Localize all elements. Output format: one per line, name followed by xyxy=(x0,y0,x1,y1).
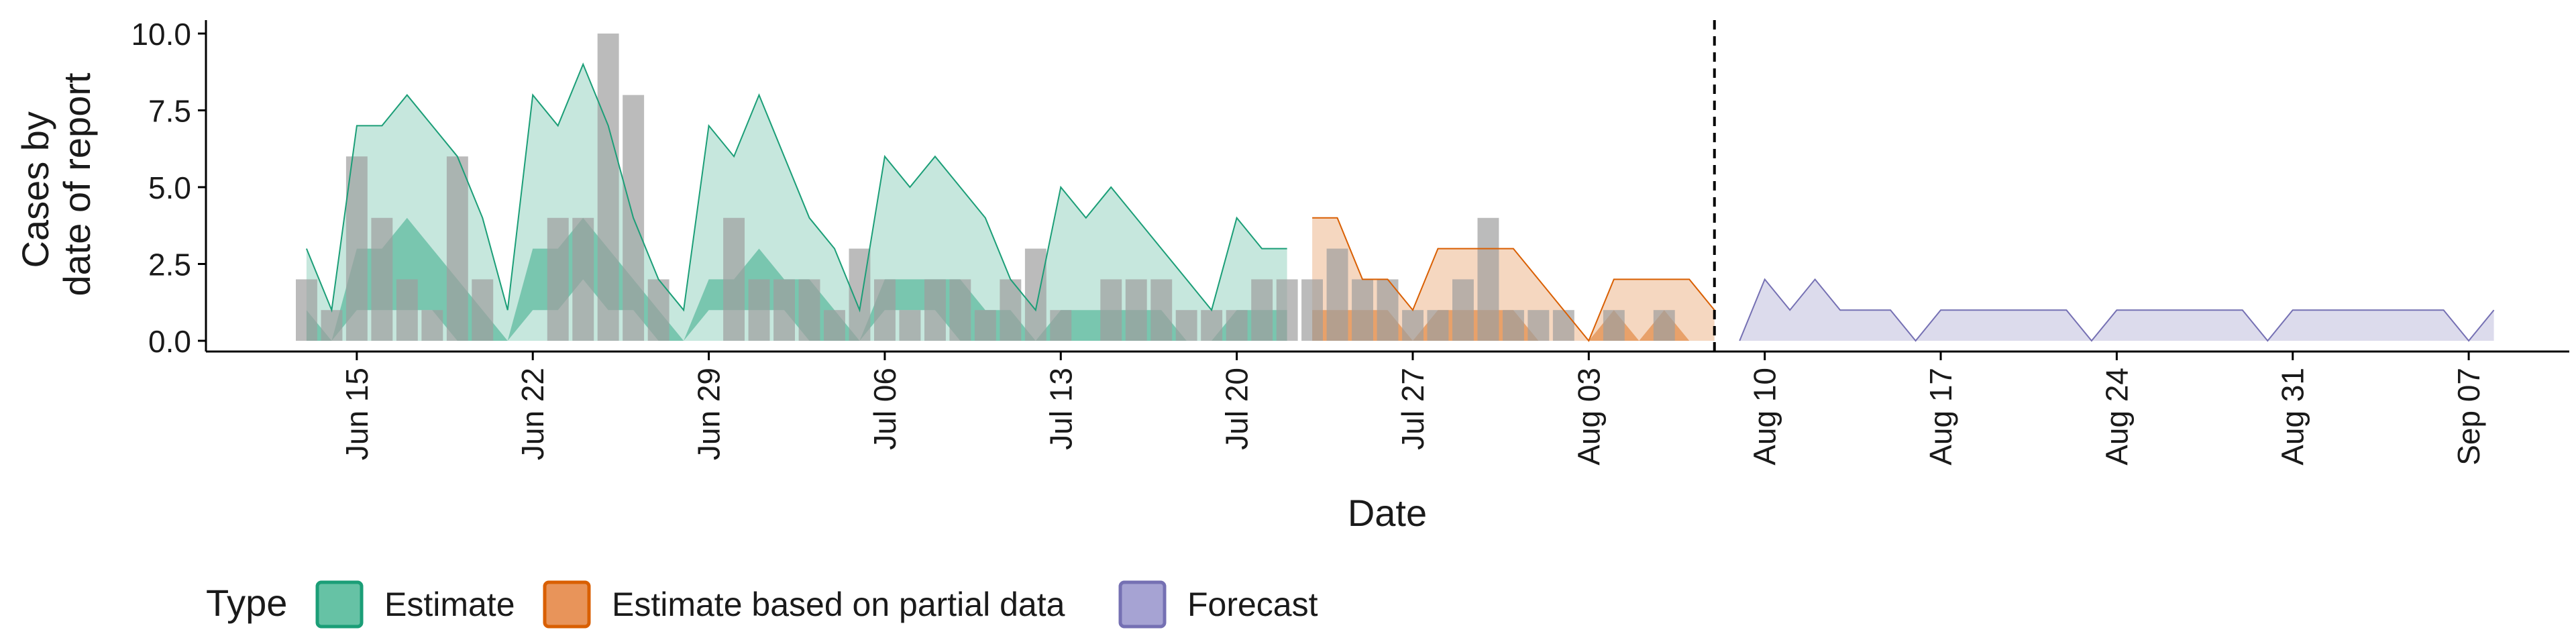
y-axis-label-line-1: Cases by xyxy=(14,111,56,268)
x-tick-label: Jul 27 xyxy=(1395,368,1430,450)
observed-bar xyxy=(798,279,820,341)
observed-bar xyxy=(647,279,669,341)
x-axis-label: Date xyxy=(1348,492,1427,534)
observed-bar xyxy=(748,279,770,341)
legend-label-0: Estimate xyxy=(384,586,515,623)
observed-bar xyxy=(1377,279,1399,341)
observed-bar xyxy=(1201,310,1223,341)
observed-bar xyxy=(874,279,896,341)
observed-bar xyxy=(472,279,494,341)
observed-bar xyxy=(1050,310,1072,341)
observed-bar xyxy=(1653,310,1675,341)
observed-bar xyxy=(1175,310,1197,341)
observed-case-bars xyxy=(296,34,1675,341)
observed-bar xyxy=(773,279,795,341)
y-tick-label: 0.0 xyxy=(148,324,191,359)
x-tick-label: Jun 15 xyxy=(339,368,374,460)
observed-bar xyxy=(1301,279,1323,341)
observed-bar xyxy=(1000,279,1022,341)
y-axis-label: Cases by date of report xyxy=(14,72,98,297)
observed-bar xyxy=(949,279,971,341)
observed-bar xyxy=(899,310,921,341)
observed-bar xyxy=(1276,279,1298,341)
x-tick-label: Aug 31 xyxy=(2275,368,2310,466)
x-tick-label: Aug 10 xyxy=(1748,368,1782,466)
observed-bar xyxy=(1326,248,1348,341)
observed-bar xyxy=(421,310,443,341)
upper-line-series-0 xyxy=(305,62,1287,313)
y-axis-label-line-2: date of report xyxy=(56,72,98,297)
axes xyxy=(205,20,2569,353)
legend-label-2: Forecast xyxy=(1187,586,1318,623)
x-tick-label: Jun 29 xyxy=(692,368,727,460)
observed-bar xyxy=(1150,279,1173,341)
upper-line-series-1 xyxy=(1312,217,1715,342)
legend-swatch-2 xyxy=(1118,580,1167,629)
x-tick-label: Jul 20 xyxy=(1220,368,1254,450)
x-ticks: Jun 15 Jun 22 Jun 29 Jul 06 Jul 13 Jul 20 Jul … xyxy=(339,352,2486,466)
legend-swatch-0 xyxy=(315,580,364,629)
x-tick-label: Jul 13 xyxy=(1043,368,1078,450)
observed-bar xyxy=(1352,279,1373,341)
observed-bar xyxy=(1125,279,1147,341)
x-tick-label: Aug 17 xyxy=(1923,368,1958,466)
observed-bar xyxy=(824,310,845,341)
y-tick-label: 10.0 xyxy=(131,17,191,52)
observed-bar xyxy=(723,217,745,341)
observed-bar xyxy=(1402,310,1424,341)
x-tick-label: Aug 03 xyxy=(1571,368,1606,466)
y-tick-label: 5.0 xyxy=(148,170,191,205)
observed-bar xyxy=(924,279,946,341)
observed-bar xyxy=(1427,310,1449,341)
y-tick-label: 7.5 xyxy=(148,94,191,129)
interval-outline-lines xyxy=(305,62,2495,342)
legend: Type Estimate Estimate based on partial d… xyxy=(206,580,1318,629)
observed-bar xyxy=(1477,217,1499,341)
observed-bar xyxy=(446,156,468,341)
observed-bar xyxy=(296,279,317,341)
observed-bar xyxy=(345,156,368,341)
x-tick-label: Jul 06 xyxy=(867,368,902,450)
observed-bar xyxy=(597,34,619,341)
observed-bar xyxy=(321,310,343,341)
legend-label-1: Estimate based on partial data xyxy=(612,586,1065,623)
observed-bar xyxy=(1603,310,1625,341)
observed-bar xyxy=(1100,279,1122,341)
observed-bar xyxy=(547,217,569,341)
upper-line-series-2 xyxy=(1739,278,2495,342)
legend-swatch-1 xyxy=(543,580,591,629)
observed-bar xyxy=(1452,279,1474,341)
observed-bar xyxy=(371,217,393,341)
observed-bar xyxy=(572,217,594,341)
y-tick-label: 2.5 xyxy=(148,248,191,282)
observed-bar xyxy=(974,310,996,341)
observed-bar xyxy=(1024,248,1046,341)
y-ticks: 0.0 2.5 5.0 7.5 10.0 xyxy=(131,17,206,359)
x-tick-label: Aug 24 xyxy=(2099,368,2134,466)
x-tick-label: Jun 22 xyxy=(515,368,550,460)
observed-bar xyxy=(1552,310,1574,341)
legend-title: Type xyxy=(206,582,287,624)
observed-bar xyxy=(1226,310,1248,341)
observed-bar xyxy=(1503,310,1524,341)
observed-bar xyxy=(1527,310,1550,341)
observed-bar xyxy=(1251,279,1273,341)
observed-bar xyxy=(396,279,418,341)
x-tick-label: Sep 07 xyxy=(2451,368,2486,466)
